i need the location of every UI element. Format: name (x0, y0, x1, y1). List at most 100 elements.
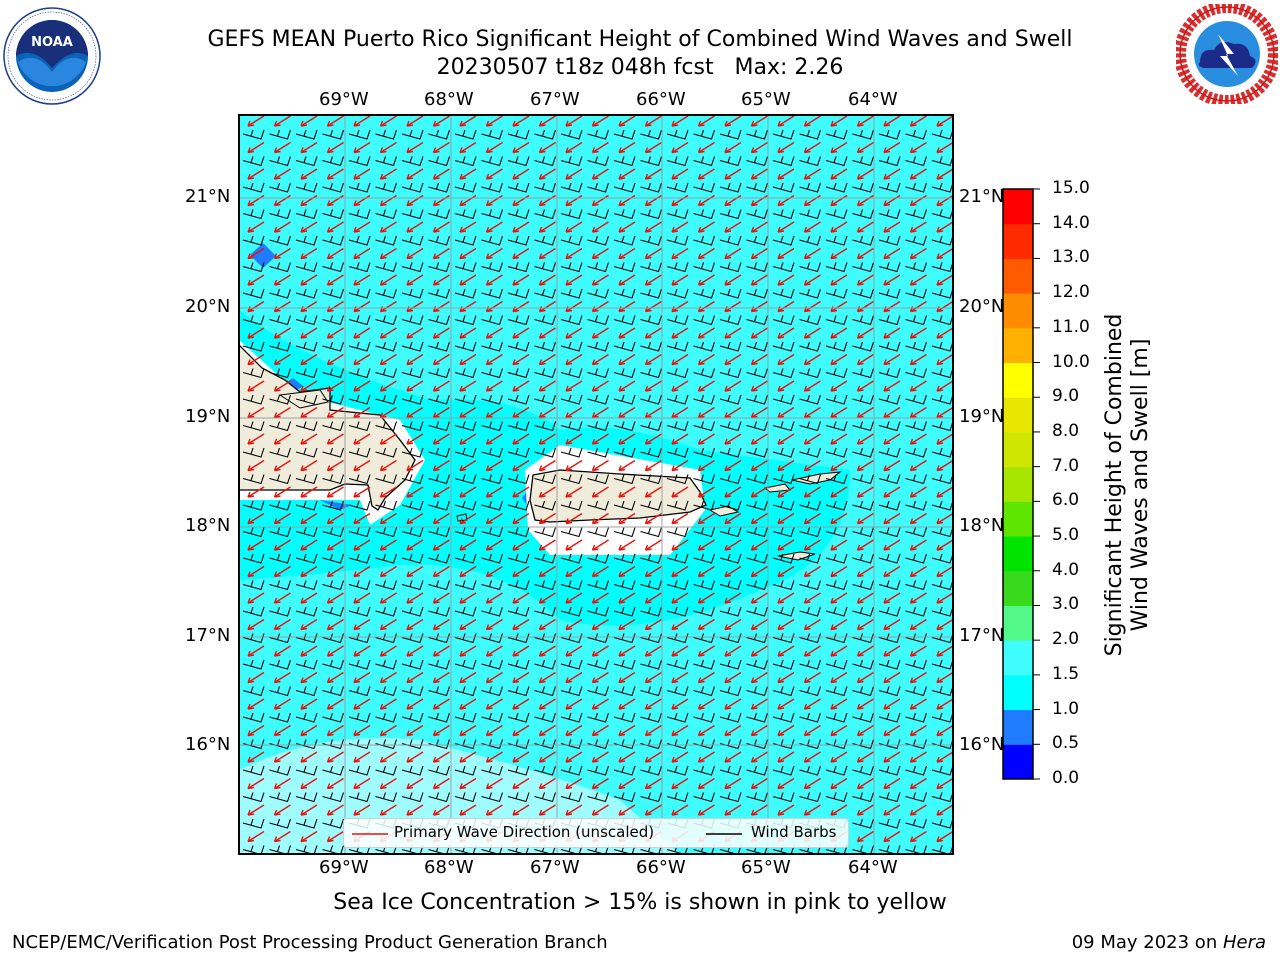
wave-arrow (380, 327, 397, 339)
wave-arrowhead (803, 147, 811, 154)
wave-arrow (883, 751, 901, 763)
wave-arrowhead (247, 518, 255, 525)
wave-arrowhead (883, 571, 891, 578)
wind-barb (269, 447, 292, 458)
wave-arrowhead (565, 359, 573, 366)
wind-barb (799, 712, 822, 723)
colorbar-label: 3.0 (1052, 594, 1080, 615)
wave-arrowhead (697, 465, 705, 472)
wave-arrowhead (936, 836, 944, 843)
wind-barb (348, 129, 371, 140)
wind-barb (401, 209, 424, 220)
wave-arrow (724, 168, 742, 180)
wind-barb (269, 394, 292, 405)
wave-arrowhead (247, 253, 255, 260)
colorbar-label: 7.0 (1052, 455, 1080, 476)
wave-arrow (618, 141, 636, 154)
wind-barb (481, 368, 504, 379)
wave-arrow (353, 194, 371, 207)
wave-arrow (751, 565, 768, 578)
wind-barb (242, 394, 265, 405)
wave-arrowhead (432, 597, 440, 604)
wave-arrowhead (777, 677, 785, 684)
wave-arrow (724, 406, 742, 419)
wave-arrowhead (538, 730, 546, 737)
wave-arrow (830, 433, 848, 445)
wave-arrowhead (750, 200, 758, 207)
wave-arrowhead (909, 385, 917, 392)
wind-barb (905, 765, 928, 776)
wave-arrowhead (538, 703, 546, 710)
wave-arrow (910, 221, 927, 233)
wave-arrowhead (379, 597, 387, 604)
wave-arrow (380, 512, 397, 525)
wave-arrow (857, 433, 874, 445)
wind-barb (878, 606, 901, 617)
wave-arrowhead (247, 173, 255, 180)
wave-arrow (459, 194, 477, 207)
wind-barb (375, 156, 398, 167)
wave-arrowhead (644, 173, 652, 180)
wave-arrow (380, 168, 397, 180)
wind-barb (269, 580, 292, 591)
wave-arrowhead (936, 385, 944, 392)
wave-arrow (618, 645, 636, 657)
wave-arrow (645, 724, 662, 737)
wave-arrowhead (379, 730, 387, 737)
wave-arrow (910, 698, 927, 710)
wind-barb (534, 129, 557, 140)
colorbar (1003, 189, 1033, 780)
wind-barb (587, 156, 610, 167)
wind-barb (507, 182, 530, 193)
wind-barb (507, 341, 530, 352)
wind-barb (825, 368, 848, 379)
wave-arrowhead (247, 226, 255, 233)
wave-arrowhead (697, 279, 705, 286)
wind-barb (401, 341, 424, 352)
wind-barb (693, 235, 716, 246)
wave-arrow (936, 141, 953, 154)
wind-barb (719, 474, 742, 485)
wave-arrow (565, 168, 583, 180)
wave-arrowhead (618, 173, 626, 180)
wind-barb (640, 659, 663, 670)
wave-arrow (883, 645, 901, 657)
wave-arrow (618, 380, 636, 392)
wave-arrow (539, 724, 556, 737)
wind-barb (640, 712, 663, 723)
wave-arrow (327, 486, 344, 498)
wave-arrow (936, 327, 953, 339)
wind-barb (560, 474, 583, 485)
wave-arrow (274, 274, 291, 286)
wave-arrow (512, 115, 530, 127)
wave-arrowhead (538, 544, 546, 551)
wind-barb (878, 421, 901, 432)
wave-arrowhead (750, 173, 758, 180)
wave-arrowhead (856, 438, 864, 445)
wind-barb (587, 527, 610, 538)
wave-arrowhead (353, 120, 361, 127)
wave-arrow (406, 353, 424, 366)
wind-barb (481, 341, 504, 352)
colorbar-segment (1003, 327, 1033, 364)
wind-barb (454, 500, 477, 511)
wave-arrow (327, 459, 344, 472)
wind-barb (852, 447, 875, 458)
wind-barb (242, 553, 265, 564)
wave-arrow (565, 618, 583, 631)
wind-barb (295, 712, 318, 723)
wave-arrow (592, 512, 609, 525)
wave-arrow (433, 486, 450, 498)
wave-arrowhead (644, 226, 652, 233)
wave-arrow (804, 194, 821, 207)
wave-arrow (592, 433, 609, 445)
wave-arrow (459, 618, 477, 631)
wind-barb (613, 421, 636, 432)
wave-arrowhead (856, 703, 864, 710)
wave-arrowhead (936, 253, 944, 260)
wind-barb (295, 235, 318, 246)
wave-arrowhead (300, 412, 308, 419)
wave-arrowhead (883, 306, 891, 313)
wave-arrowhead (432, 703, 440, 710)
wave-arrowhead (830, 677, 838, 684)
